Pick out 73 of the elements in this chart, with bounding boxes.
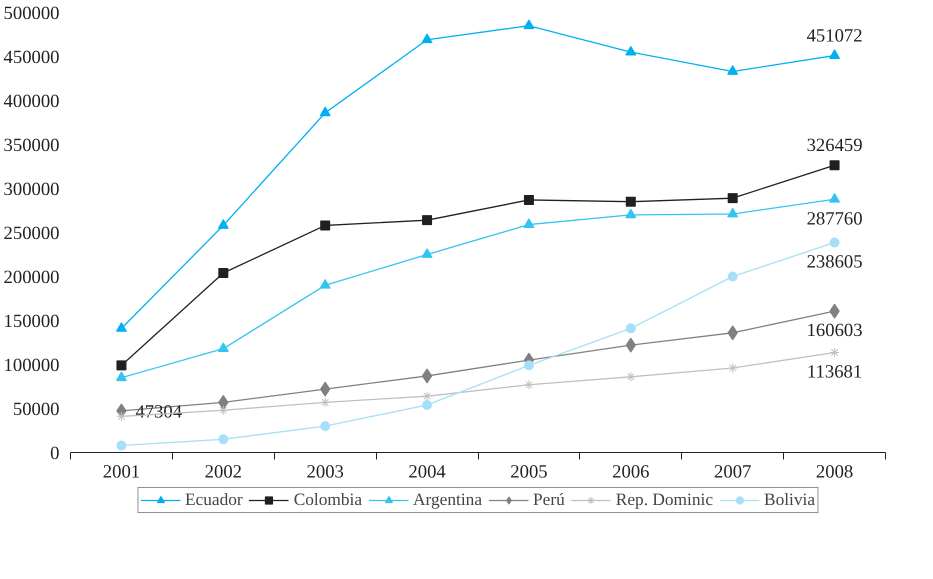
point — [218, 219, 229, 229]
point — [626, 323, 636, 334]
point — [218, 268, 228, 278]
data-label: 238605 — [806, 252, 863, 273]
point — [320, 106, 331, 116]
point — [320, 421, 330, 432]
point — [320, 220, 330, 230]
point — [116, 360, 126, 370]
point — [830, 238, 840, 248]
x-tick-label: 2007 — [714, 462, 752, 482]
x-tick-label: 2008 — [816, 462, 854, 482]
point — [626, 372, 636, 382]
point — [422, 400, 432, 410]
point — [320, 397, 330, 408]
point — [626, 196, 636, 207]
legend-label: Argentina — [413, 490, 482, 510]
point — [116, 322, 127, 332]
legend-label: Perú — [533, 490, 565, 510]
x-tick-label: 2004 — [408, 462, 446, 482]
x-tick-label: 2002 — [204, 462, 242, 482]
data-label: 287760 — [806, 208, 863, 230]
point — [727, 65, 738, 75]
point — [727, 208, 738, 218]
x-tick-label: 2006 — [612, 462, 650, 482]
point — [116, 411, 126, 422]
legend-label: Ecuador — [184, 490, 243, 510]
point — [320, 279, 331, 289]
point — [625, 208, 636, 218]
point — [523, 218, 534, 228]
point — [829, 304, 840, 319]
point — [218, 342, 229, 352]
point — [422, 391, 432, 402]
legend-label: Rep. Dominic — [616, 490, 714, 510]
point — [116, 371, 127, 382]
y-tick-label: 250000 — [4, 223, 60, 244]
legend-label: Colombia — [294, 490, 362, 510]
y-tick-label: 400000 — [4, 91, 60, 112]
data-label: 451072 — [806, 26, 863, 47]
point — [218, 434, 228, 444]
point — [728, 193, 738, 204]
point — [830, 347, 840, 358]
data-label: 326459 — [806, 135, 863, 156]
y-tick-label: 0 — [50, 443, 60, 464]
y-tick-label: 50000 — [12, 399, 60, 420]
point — [218, 405, 228, 416]
point — [524, 360, 534, 370]
point — [829, 193, 840, 203]
y-tick-label: 150000 — [4, 311, 60, 332]
x-tick-label: 2005 — [510, 462, 548, 482]
y-tick-label: 350000 — [4, 135, 60, 156]
point — [728, 272, 738, 282]
point — [422, 248, 433, 258]
y-tick-label: 450000 — [4, 47, 60, 68]
point — [422, 215, 432, 226]
x-tick-label: 2001 — [102, 462, 140, 482]
y-tick-label: 500000 — [4, 3, 60, 24]
data-label: 160603 — [806, 320, 863, 342]
y-tick-label: 200000 — [4, 267, 60, 288]
point — [524, 380, 534, 390]
point — [625, 46, 636, 56]
point — [829, 49, 840, 59]
x-tick-label: 2003 — [306, 462, 344, 482]
point — [830, 160, 840, 170]
y-tick-label: 100000 — [4, 355, 60, 376]
y-tick-label: 300000 — [4, 179, 60, 200]
point — [422, 34, 433, 44]
point — [422, 368, 432, 384]
point — [524, 194, 534, 205]
legend-label: Bolivia — [764, 490, 816, 510]
point — [728, 363, 738, 374]
point — [116, 440, 126, 450]
data-label: 113681 — [806, 361, 862, 382]
point — [523, 19, 534, 30]
